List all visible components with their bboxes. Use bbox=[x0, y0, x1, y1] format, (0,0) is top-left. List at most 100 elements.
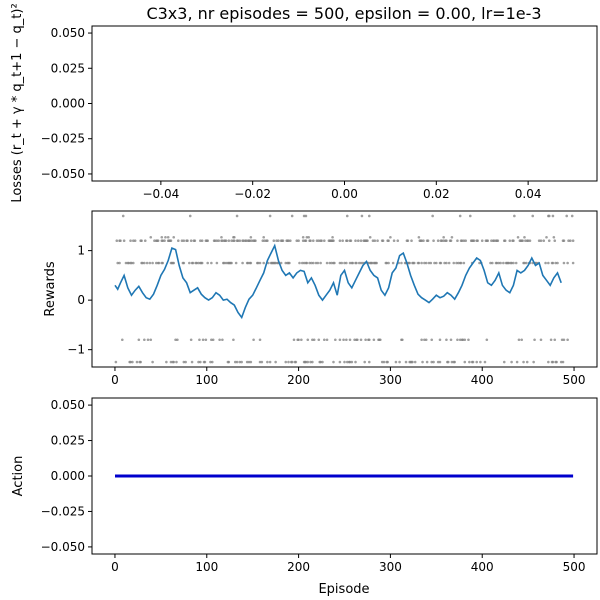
reward-point bbox=[323, 239, 326, 243]
reward-point bbox=[404, 360, 408, 364]
reward-point bbox=[163, 239, 166, 243]
action-x-tick-label: 200 bbox=[287, 560, 310, 574]
reward-point bbox=[345, 360, 349, 364]
reward-point bbox=[332, 360, 335, 364]
rewards-y-label: Rewards bbox=[43, 261, 58, 316]
reward-point bbox=[420, 261, 423, 265]
reward-point bbox=[476, 239, 479, 243]
reward-point bbox=[356, 239, 360, 243]
reward-point bbox=[436, 239, 440, 243]
reward-point bbox=[141, 261, 144, 265]
reward-point bbox=[211, 338, 215, 342]
reward-point bbox=[247, 360, 251, 364]
reward-point bbox=[467, 338, 470, 342]
reward-point bbox=[124, 261, 128, 265]
reward-point bbox=[502, 261, 505, 265]
reward-point bbox=[560, 338, 564, 342]
reward-point bbox=[290, 214, 294, 218]
reward-point bbox=[417, 261, 421, 265]
reward-point bbox=[172, 360, 176, 364]
reward-point bbox=[164, 235, 167, 239]
reward-point bbox=[302, 214, 306, 218]
reward-point bbox=[241, 261, 244, 265]
reward-point bbox=[297, 239, 300, 243]
reward-point bbox=[224, 239, 228, 243]
reward-point bbox=[549, 338, 553, 342]
rewards-scatter bbox=[114, 214, 575, 364]
reward-point bbox=[545, 235, 548, 239]
reward-point bbox=[430, 338, 434, 342]
reward-point bbox=[114, 360, 118, 364]
reward-point bbox=[439, 261, 443, 265]
reward-point bbox=[122, 239, 126, 243]
reward-point bbox=[146, 338, 150, 342]
reward-point bbox=[148, 261, 152, 265]
reward-point bbox=[254, 239, 257, 243]
losses-y-tick-label: 0.000 bbox=[51, 97, 85, 111]
reward-point bbox=[189, 338, 193, 342]
reward-point bbox=[495, 261, 499, 265]
rewards-x-ticks: 0 100 200 300 400 500 bbox=[111, 367, 585, 387]
reward-point bbox=[345, 239, 349, 243]
reward-point bbox=[197, 360, 200, 364]
reward-point bbox=[246, 261, 250, 265]
reward-point bbox=[240, 360, 243, 364]
reward-point bbox=[435, 261, 438, 265]
reward-point bbox=[343, 261, 346, 265]
reward-point bbox=[258, 360, 262, 364]
reward-point bbox=[206, 261, 209, 265]
reward-point bbox=[200, 239, 204, 243]
reward-point bbox=[135, 360, 139, 364]
reward-point bbox=[475, 360, 479, 364]
reward-point bbox=[455, 261, 458, 265]
reward-point bbox=[176, 338, 179, 342]
reward-point bbox=[351, 261, 355, 265]
reward-point bbox=[119, 239, 122, 243]
reward-point bbox=[408, 261, 411, 265]
reward-point bbox=[382, 360, 386, 364]
reward-point bbox=[446, 360, 450, 364]
reward-point bbox=[274, 360, 277, 364]
reward-point bbox=[160, 235, 164, 239]
reward-point bbox=[151, 360, 154, 364]
reward-point bbox=[357, 261, 361, 265]
reward-point bbox=[200, 261, 204, 265]
reward-point bbox=[512, 239, 515, 243]
reward-point bbox=[186, 239, 189, 243]
reward-point bbox=[472, 239, 476, 243]
reward-point bbox=[537, 239, 541, 243]
reward-point bbox=[432, 360, 435, 364]
reward-point bbox=[430, 360, 434, 364]
reward-point bbox=[364, 338, 367, 342]
reward-point bbox=[379, 338, 382, 342]
reward-point bbox=[386, 360, 389, 364]
reward-point bbox=[440, 239, 444, 243]
reward-point bbox=[502, 360, 506, 364]
reward-point bbox=[461, 338, 465, 342]
reward-point bbox=[188, 214, 192, 218]
reward-point bbox=[244, 239, 248, 243]
reward-point bbox=[249, 235, 253, 239]
rewards-x-tick-label: 400 bbox=[471, 373, 494, 387]
losses-x-tick-label: 0.00 bbox=[331, 187, 358, 201]
reward-point bbox=[279, 261, 283, 265]
reward-point bbox=[210, 261, 213, 265]
reward-point bbox=[177, 239, 180, 243]
reward-point bbox=[571, 239, 575, 243]
reward-point bbox=[275, 239, 278, 243]
reward-point bbox=[252, 338, 255, 342]
reward-point bbox=[306, 360, 310, 364]
reward-point bbox=[380, 360, 384, 364]
reward-point bbox=[508, 239, 512, 243]
reward-point bbox=[315, 239, 319, 243]
reward-point bbox=[272, 239, 276, 243]
reward-point bbox=[297, 338, 300, 342]
reward-point bbox=[306, 338, 310, 342]
reward-point bbox=[143, 338, 146, 342]
reward-point bbox=[427, 261, 431, 265]
reward-point bbox=[350, 360, 354, 364]
reward-point bbox=[307, 235, 310, 239]
reward-point bbox=[116, 261, 120, 265]
losses-x-tick-label: 0.02 bbox=[423, 187, 450, 201]
reward-point bbox=[345, 338, 348, 342]
